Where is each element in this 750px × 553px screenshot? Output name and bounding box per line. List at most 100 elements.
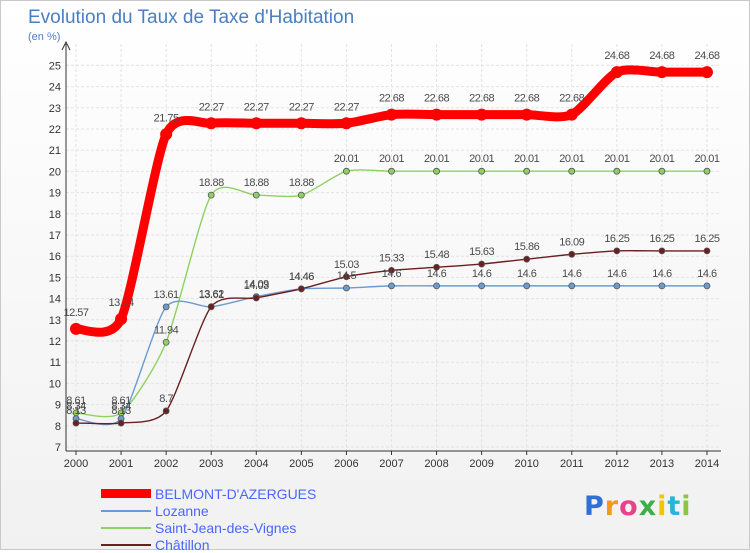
data-label: 14.6: [382, 268, 402, 280]
data-label: 8.61: [66, 395, 86, 407]
data-point: [343, 167, 350, 175]
y-axis-arrow: [61, 40, 71, 51]
legend-item: Châtillon: [101, 536, 316, 553]
proxiti-logo: Proxiti: [584, 491, 692, 522]
data-point: [478, 260, 486, 268]
data-label: 14.09: [244, 279, 269, 291]
y-tick-label: 16: [49, 251, 61, 263]
data-point: [340, 117, 353, 130]
y-tick-label: 19: [49, 188, 61, 200]
data-label: 13.62: [199, 289, 224, 301]
legend-item: Saint-Jean-des-Vignes: [101, 519, 316, 536]
data-label: 14.6: [562, 268, 582, 280]
data-point: [250, 117, 263, 130]
data-point: [160, 128, 173, 141]
unit-label: (en %): [28, 31, 61, 43]
x-tick-label: 2007: [379, 458, 403, 470]
data-point: [478, 282, 486, 290]
x-tick-label: 2013: [650, 458, 674, 470]
data-label: 14.6: [652, 268, 672, 280]
data-label: 14.46: [289, 271, 314, 283]
x-tick-label: 2005: [289, 458, 313, 470]
data-point: [343, 273, 350, 281]
y-tick-label: 15: [49, 272, 61, 284]
data-point: [252, 191, 260, 199]
data-label: 14.6: [427, 268, 447, 280]
legend-label: Saint-Jean-des-Vignes: [155, 519, 297, 536]
data-label: 24.68: [694, 50, 719, 62]
data-label: 22.27: [244, 101, 269, 113]
data-point: [115, 312, 128, 325]
x-tick-label: 2002: [154, 458, 178, 470]
data-label: 8.7: [159, 393, 173, 405]
data-point: [613, 167, 621, 175]
data-label: 22.68: [424, 93, 449, 105]
data-label: 22.68: [379, 93, 404, 105]
data-label: 24.68: [604, 50, 629, 62]
logo-letter: i: [681, 491, 692, 522]
x-tick-label: 2009: [469, 458, 493, 470]
y-tick-label: 12: [49, 336, 61, 348]
data-point: [162, 303, 170, 311]
data-point: [297, 285, 305, 293]
data-point: [388, 267, 395, 274]
data-point: [700, 66, 713, 79]
x-tick-label: 2003: [199, 458, 223, 470]
data-label: 8.61: [111, 395, 131, 407]
data-point: [658, 247, 666, 255]
data-label: 20.01: [514, 153, 539, 165]
y-tick-label: 23: [49, 103, 61, 115]
data-label: 20.01: [649, 153, 674, 165]
y-tick-label: 13: [49, 315, 61, 327]
data-label: 20.01: [604, 153, 629, 165]
data-label: 20.01: [379, 153, 404, 165]
logo-letter: t: [667, 491, 682, 522]
data-label: 20.01: [694, 153, 719, 165]
data-point: [703, 282, 711, 290]
data-point: [565, 108, 578, 121]
data-point: [658, 167, 666, 175]
data-point: [658, 282, 666, 290]
data-label: 20.01: [469, 153, 494, 165]
data-point: [207, 191, 215, 199]
data-label: 16.25: [694, 233, 719, 245]
x-tick-label: 2012: [605, 458, 629, 470]
legend: BELMONT-D'AZERGUES Lozanne Saint-Jean-des-…: [101, 485, 316, 553]
data-label: 14.6: [697, 268, 717, 280]
y-tick-label: 7: [55, 442, 61, 454]
data-label: 15.86: [514, 241, 539, 253]
data-point: [613, 282, 621, 290]
data-label: 22.27: [199, 101, 224, 113]
series-line-2: [75, 169, 708, 418]
data-label: 8.34: [66, 401, 86, 413]
data-label: 15.63: [469, 246, 494, 258]
data-label: 8.13: [66, 405, 86, 417]
y-tick-label: 11: [50, 357, 61, 369]
data-label: 8.34: [111, 401, 131, 413]
legend-label: BELMONT-D'AZERGUES: [155, 485, 317, 502]
legend-label: Châtillon: [155, 536, 210, 553]
data-label: 16.25: [649, 233, 674, 245]
logo-letter: P: [584, 491, 605, 522]
data-label: 20.01: [334, 153, 359, 165]
y-tick-label: 21: [49, 145, 61, 157]
chart-title: Evolution du Taux de Taxe d'Habitation: [28, 7, 355, 28]
data-label: 15.03: [334, 259, 359, 271]
data-label: 11.94: [154, 324, 179, 336]
data-point: [385, 108, 398, 121]
data-point: [430, 108, 443, 121]
data-label: 16.25: [604, 233, 629, 245]
y-tick-label: 24: [49, 82, 61, 94]
data-label: 12.57: [63, 307, 88, 319]
data-point: [72, 419, 80, 427]
data-point: [613, 247, 621, 255]
x-tick-label: 2000: [64, 458, 88, 470]
data-point: [568, 250, 576, 258]
y-tick-label: 9: [55, 400, 61, 412]
data-point: [388, 282, 395, 290]
x-tick-label: 2008: [424, 458, 448, 470]
legend-swatch: [101, 489, 151, 498]
data-point: [295, 117, 308, 130]
